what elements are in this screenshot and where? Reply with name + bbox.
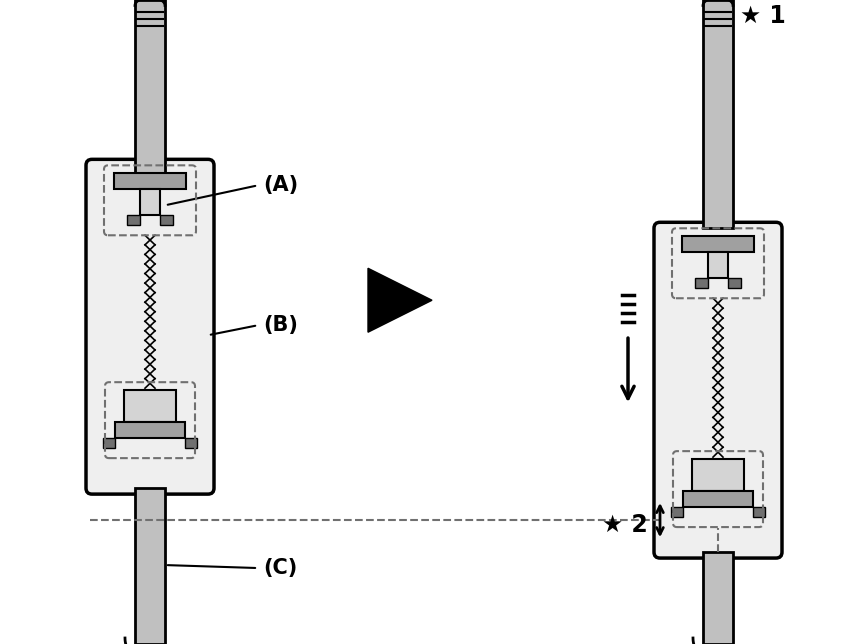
- Bar: [135, 488, 165, 644]
- Bar: [682, 236, 754, 252]
- Bar: [753, 507, 765, 517]
- Polygon shape: [368, 269, 432, 332]
- Bar: [728, 278, 741, 289]
- Bar: [124, 390, 176, 422]
- Bar: [708, 252, 728, 278]
- FancyBboxPatch shape: [86, 159, 214, 494]
- Text: (A): (A): [263, 175, 298, 195]
- Bar: [185, 438, 197, 448]
- Bar: [115, 422, 185, 438]
- Text: (B): (B): [263, 315, 298, 336]
- Bar: [692, 459, 744, 491]
- Bar: [703, 552, 733, 644]
- FancyBboxPatch shape: [654, 222, 782, 558]
- Bar: [683, 491, 753, 507]
- Bar: [103, 438, 115, 448]
- Bar: [703, 1, 733, 228]
- Bar: [114, 173, 186, 189]
- Bar: [135, 1, 165, 175]
- Text: ★ 1: ★ 1: [740, 3, 786, 28]
- Bar: [127, 215, 140, 225]
- Bar: [695, 278, 708, 289]
- Text: ★ 2: ★ 2: [602, 513, 648, 537]
- Bar: [160, 215, 173, 225]
- Bar: [140, 189, 160, 215]
- Bar: [671, 507, 683, 517]
- Text: (C): (C): [263, 558, 297, 578]
